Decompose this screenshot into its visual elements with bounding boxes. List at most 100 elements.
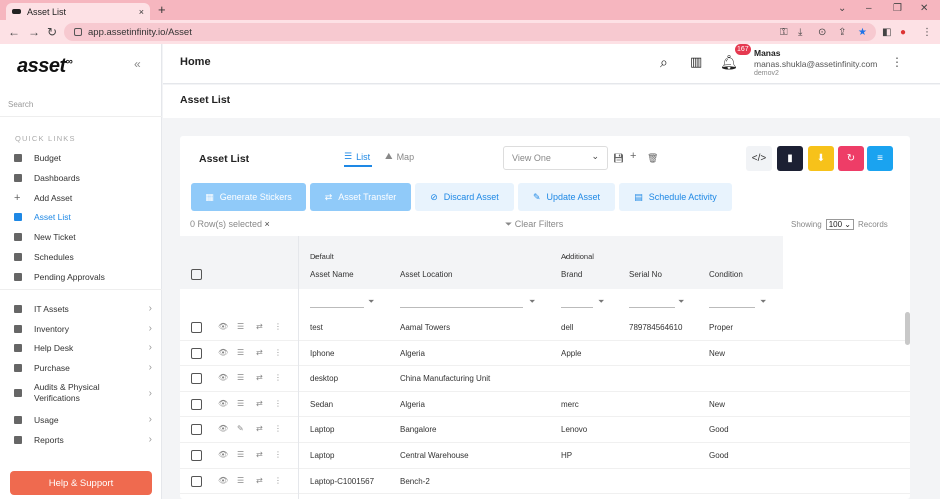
sidebar-item-reports[interactable]: Reports › bbox=[14, 434, 152, 445]
user-name[interactable]: Manas bbox=[754, 48, 781, 58]
help-support-button[interactable]: Help & Support bbox=[10, 471, 152, 495]
new-tab-button[interactable]: + bbox=[158, 2, 166, 17]
minimize-icon[interactable]: – bbox=[866, 3, 872, 14]
filter-icon[interactable]: ⏷ bbox=[529, 297, 536, 306]
reload-icon[interactable]: ↻ bbox=[47, 25, 58, 39]
back-icon[interactable]: ← bbox=[8, 25, 20, 39]
row-checkbox[interactable] bbox=[191, 450, 202, 461]
barcode-scan-icon[interactable]: ▥ bbox=[690, 54, 703, 69]
restore-icon[interactable]: ❐ bbox=[893, 3, 902, 14]
row-more-icon[interactable]: ⋮ bbox=[274, 475, 282, 485]
filter-icon[interactable]: ⏷ bbox=[760, 297, 767, 306]
bell-icon[interactable]: 🔔︎ bbox=[720, 54, 738, 70]
download-button[interactable]: ⬇ bbox=[808, 146, 834, 171]
cell-asset-name[interactable]: desktop bbox=[310, 374, 339, 384]
filter-asset-location[interactable] bbox=[400, 307, 523, 308]
key-icon[interactable]: ⚿ bbox=[780, 27, 788, 38]
transfer-icon[interactable]: ⇄ bbox=[256, 347, 263, 357]
sidebar-item-dashboards[interactable]: Dashboards bbox=[14, 173, 152, 183]
profile-icon[interactable]: ● bbox=[900, 27, 907, 38]
row-more-icon[interactable]: ⋮ bbox=[274, 398, 282, 408]
table-row[interactable]: 👁︎ ☰ ⇄ ⋮ Sedan Algeria merc New bbox=[180, 392, 910, 418]
tab-close-icon[interactable]: × bbox=[138, 6, 144, 17]
clear-filters-button[interactable]: ⏷ Clear Filters bbox=[505, 219, 564, 229]
filter-serial-no[interactable] bbox=[629, 307, 675, 308]
extension-icon[interactable]: ⊙ bbox=[818, 27, 827, 38]
code-button[interactable]: </> bbox=[746, 146, 772, 171]
sidebar-search-input[interactable]: Search bbox=[8, 100, 34, 109]
filter-icon[interactable]: ⏷ bbox=[678, 297, 685, 306]
url-field[interactable]: app.assetinfinity.io/Asset bbox=[64, 23, 876, 41]
transfer-icon[interactable]: ⇄ bbox=[256, 322, 263, 331]
col-brand[interactable]: Brand bbox=[561, 270, 583, 279]
view-icon[interactable]: 👁︎ bbox=[218, 347, 229, 357]
page-breadcrumb-home[interactable]: Home bbox=[180, 56, 211, 68]
view-icon[interactable]: 👁︎ bbox=[218, 373, 229, 383]
view-icon[interactable]: 👁︎ bbox=[218, 475, 229, 485]
row-checkbox[interactable] bbox=[191, 347, 202, 359]
filter-icon[interactable]: ⏷ bbox=[368, 297, 375, 306]
filter-asset-name[interactable] bbox=[310, 307, 364, 308]
view-icon[interactable]: 👁︎ bbox=[218, 398, 229, 408]
sidebar-item-budget[interactable]: Budget bbox=[14, 153, 152, 163]
details-icon[interactable]: ☰ bbox=[237, 322, 245, 331]
save-view-icon[interactable]: 💾︎ bbox=[613, 153, 625, 163]
table-row[interactable]: 👁︎ ☰ ⇄ ⋮ Laptop-C1001567 Bench-2 bbox=[180, 469, 910, 495]
save-page-icon[interactable]: ⤓ bbox=[798, 27, 803, 38]
transfer-icon[interactable]: ⇄ bbox=[256, 398, 263, 408]
col-condition[interactable]: Condition bbox=[709, 270, 743, 279]
bookmark-star-icon[interactable]: ★ bbox=[858, 27, 867, 38]
clear-selection-icon[interactable]: × bbox=[264, 219, 270, 229]
transfer-icon[interactable]: ⇄ bbox=[256, 424, 263, 434]
tab-map[interactable]: ⛰ Map bbox=[385, 151, 415, 162]
view-select[interactable]: View One ⌄ bbox=[503, 146, 608, 170]
row-more-icon[interactable]: ⋮ bbox=[274, 347, 282, 357]
header-more-icon[interactable]: ⋮ bbox=[891, 55, 903, 69]
details-icon[interactable]: ☰ bbox=[237, 347, 245, 357]
tab-list[interactable]: ☰ List bbox=[344, 151, 372, 167]
cell-asset-name[interactable]: Laptop-C1001567 bbox=[310, 476, 375, 486]
asset-transfer-button[interactable]: ⇄ Asset Transfer bbox=[310, 183, 411, 211]
records-per-page-select[interactable]: 100 ⌄ bbox=[825, 219, 854, 230]
refresh-button[interactable]: ↻ bbox=[838, 146, 864, 171]
details-icon[interactable]: ☰ bbox=[237, 398, 245, 408]
sidebar-item-inventory[interactable]: Inventory › bbox=[14, 323, 152, 334]
table-row[interactable]: 👁︎ ✎ ⇄ ⋮ Laptop Bangalore Lenovo Good bbox=[180, 417, 910, 443]
transfer-icon[interactable]: ⇄ bbox=[256, 373, 263, 383]
view-icon[interactable]: 👁︎ bbox=[218, 424, 229, 434]
transfer-icon[interactable]: ⇄ bbox=[256, 475, 263, 485]
chevron-down-icon[interactable]: ⌄ bbox=[838, 3, 847, 14]
sidebar-item-pending-approvals[interactable]: Pending Approvals bbox=[14, 272, 152, 282]
sidebar-item-asset-list[interactable]: Asset List bbox=[14, 212, 152, 222]
sidepanel-icon[interactable]: ◧ bbox=[882, 27, 892, 38]
cell-asset-name[interactable]: test bbox=[310, 323, 323, 332]
delete-view-icon[interactable]: 🗑︎ bbox=[647, 153, 659, 163]
table-scrollbar[interactable] bbox=[905, 312, 910, 345]
schedule-activity-button[interactable]: ▤ Schedule Activity bbox=[619, 183, 732, 211]
logo[interactable]: asset∞ bbox=[17, 55, 73, 77]
filter-brand[interactable] bbox=[561, 307, 593, 308]
view-icon[interactable]: 👁︎ bbox=[218, 450, 229, 459]
sidebar-item-purchase[interactable]: Purchase › bbox=[14, 362, 152, 373]
view-icon[interactable]: 👁︎ bbox=[218, 322, 229, 331]
generate-stickers-button[interactable]: ▦ Generate Stickers bbox=[191, 183, 306, 211]
col-serial-no[interactable]: Serial No bbox=[629, 270, 662, 279]
sidebar-item-help-desk[interactable]: Help Desk › bbox=[14, 342, 152, 353]
row-more-icon[interactable]: ⋮ bbox=[274, 424, 282, 434]
row-checkbox[interactable] bbox=[191, 322, 202, 333]
update-asset-button[interactable]: ✎ Update Asset bbox=[518, 183, 615, 211]
document-button[interactable]: ▮ bbox=[777, 146, 803, 171]
window-close-icon[interactable]: ✕ bbox=[920, 3, 929, 14]
details-icon[interactable]: ☰ bbox=[237, 475, 245, 485]
sidebar-item-add-asset[interactable]: + Add Asset bbox=[14, 192, 73, 204]
row-checkbox[interactable] bbox=[191, 373, 202, 385]
filter-icon[interactable]: ⏷ bbox=[598, 297, 605, 306]
share-icon[interactable]: ⇪ bbox=[838, 27, 847, 38]
transfer-icon[interactable]: ⇄ bbox=[256, 450, 263, 459]
details-icon[interactable]: ☰ bbox=[237, 450, 245, 459]
table-row[interactable]: 👁︎ ☰ ⇄ ⋮ Laptop Central Warehouse HP Good bbox=[180, 443, 910, 469]
table-row[interactable]: 👁︎ ☰ ⇄ ⋮ desktop China Manufacturing Unit bbox=[180, 366, 910, 392]
row-more-icon[interactable]: ⋮ bbox=[274, 373, 282, 383]
browser-tab[interactable]: Asset List × bbox=[6, 3, 150, 20]
sidebar-item-usage[interactable]: Usage › bbox=[14, 414, 152, 425]
